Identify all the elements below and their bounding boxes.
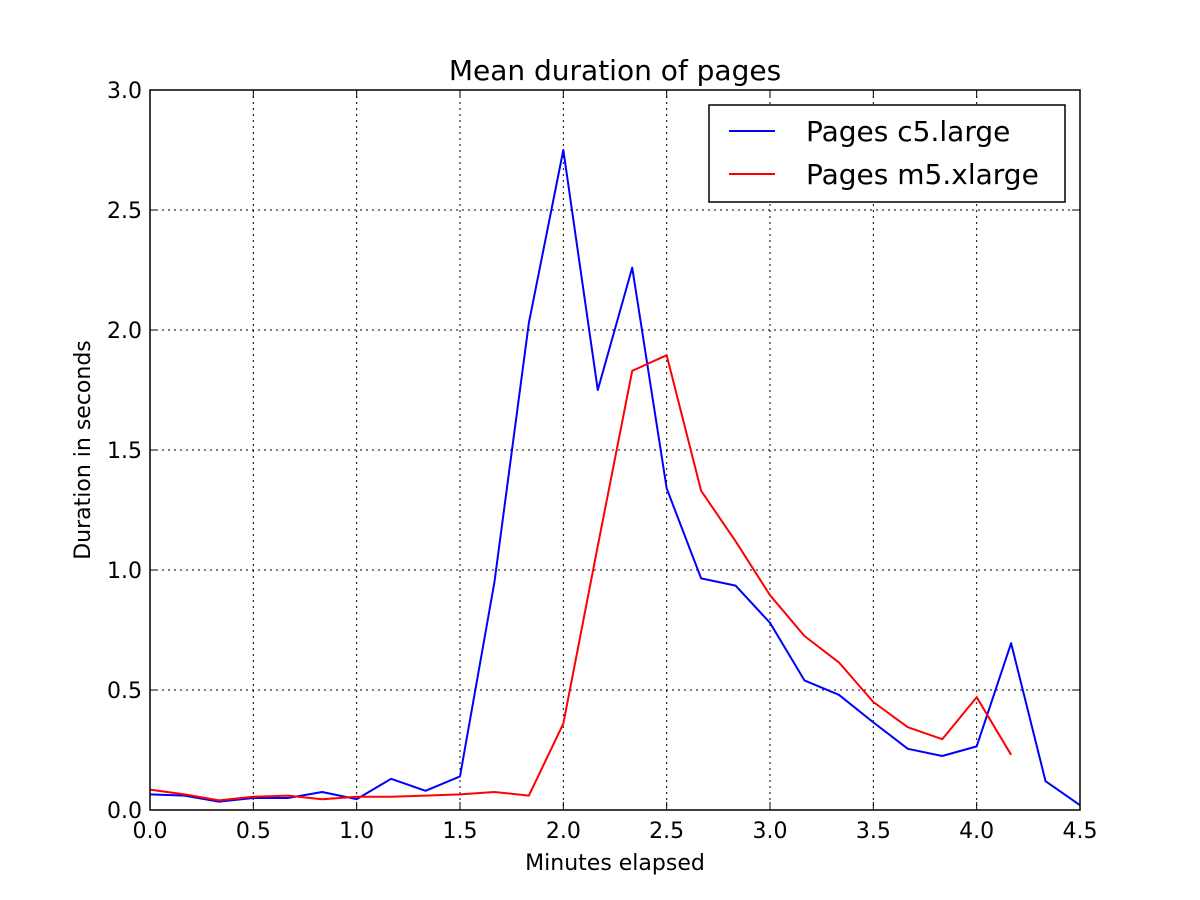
x-tick-label: 0.5 [236,819,271,844]
legend-box [708,104,1066,203]
grid [150,90,1080,810]
x-tick-label: 2.5 [649,819,684,844]
y-tick-label: 1.0 [107,559,142,584]
legend-label-2: Pages m5.xlarge [806,158,1039,191]
x-axis-label: Minutes elapsed [525,851,705,876]
legend-label-1: Pages c5.large [806,115,1010,148]
y-tick-label: 0.5 [107,679,142,704]
y-tick-label: 1.5 [107,439,142,464]
x-tick-label: 3.5 [856,819,891,844]
y-tick-label: 2.5 [107,199,142,224]
x-tick-label: 4.0 [959,819,994,844]
series-lines [149,149,1081,807]
x-tick-label: 2.0 [546,819,581,844]
axis-ticks: 0.0 0.5 1.0 1.5 2.0 2.5 3.0 3.5 4.0 4.5 0.0 0.5 1.0 1… [107,79,1098,844]
series-line-1 [149,149,1081,807]
chart-title: Mean duration of pages [449,54,781,87]
x-tick-label: 0.0 [133,819,168,844]
x-tick-label: 1.0 [339,819,374,844]
x-tick-label: 1.5 [443,819,478,844]
y-tick-label: 3.0 [107,79,142,104]
series-line-2 [149,354,1012,802]
legend: Pages c5.large Pages m5.xlarge [708,104,1066,203]
y-tick-label: 0.0 [107,799,142,824]
x-tick-label: 3.0 [753,819,788,844]
y-tick-label: 2.0 [107,319,142,344]
y-axis-label: Duration in seconds [71,340,96,560]
x-tick-label: 4.5 [1063,819,1098,844]
